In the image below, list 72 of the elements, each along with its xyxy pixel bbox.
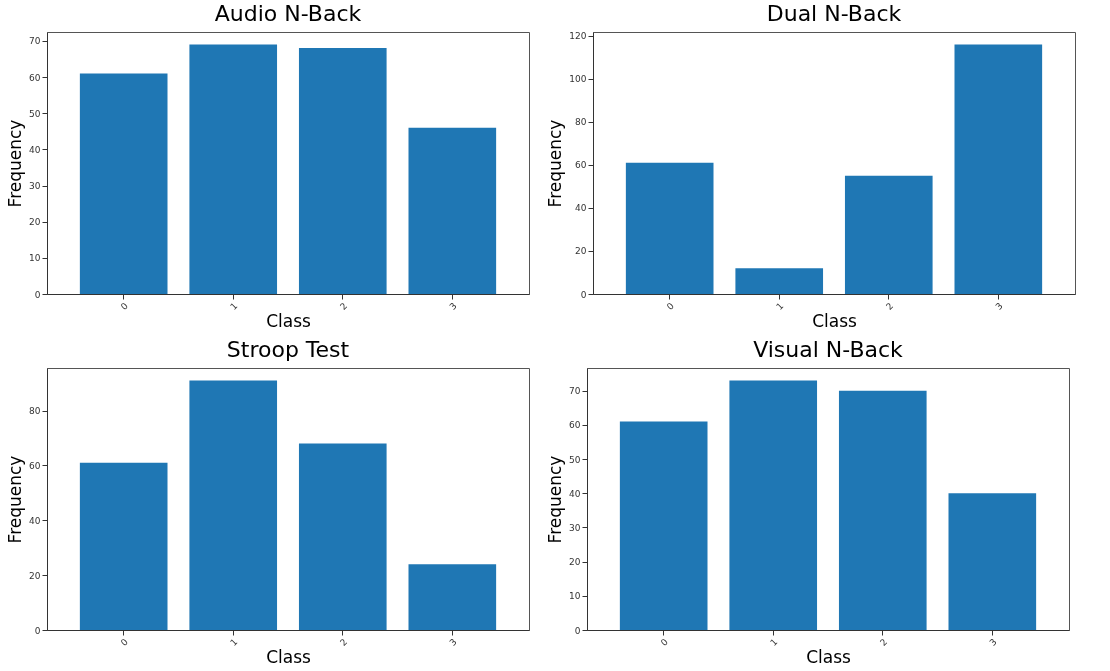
x-tick-label: 3 <box>447 636 459 648</box>
y-tick-label: 100 <box>569 74 587 85</box>
y-tick-label: 20 <box>29 217 41 228</box>
y-tick-label: 80 <box>29 406 41 417</box>
y-tick-label: 0 <box>34 625 41 636</box>
x-tick-label: 1 <box>228 636 240 648</box>
x-tick-label: 1 <box>768 636 780 648</box>
x-tick-label: 2 <box>338 636 350 648</box>
chart-title: Dual N-Back <box>766 0 902 26</box>
y-axis-title: Frequency <box>545 119 566 208</box>
bar <box>954 44 1043 294</box>
y-tick-label: 0 <box>34 289 41 300</box>
x-tick-label: 0 <box>658 636 671 648</box>
chart-title: Visual N-Back <box>753 337 904 362</box>
x-axis-title: Class <box>266 646 311 667</box>
x-tick-label: 2 <box>338 300 350 312</box>
y-tick-label: 70 <box>569 386 581 397</box>
bar <box>408 127 497 294</box>
y-axis-title: Frequency <box>5 119 26 208</box>
x-tick-label: 2 <box>884 300 896 312</box>
bar <box>729 380 818 630</box>
bar <box>298 48 387 294</box>
x-tick-label: 0 <box>118 300 131 312</box>
bar <box>735 268 824 294</box>
bar <box>189 380 278 630</box>
bar <box>844 175 933 294</box>
y-tick-label: 0 <box>574 625 581 636</box>
y-tick-label: 40 <box>575 203 587 214</box>
y-tick-label: 20 <box>569 557 581 568</box>
x-axis-title: Class <box>812 310 857 331</box>
y-tick-label: 60 <box>29 72 41 83</box>
bar <box>298 443 387 630</box>
y-axis-title: Frequency <box>5 455 26 544</box>
x-tick-label: 0 <box>118 636 131 648</box>
x-axis-title: Class <box>266 310 311 331</box>
bar <box>79 462 168 630</box>
y-tick-label: 30 <box>29 181 41 192</box>
y-tick-label: 70 <box>29 36 41 47</box>
bar <box>619 421 708 630</box>
y-tick-label: 10 <box>569 591 581 602</box>
chart-title: Audio N-Back <box>214 1 362 26</box>
bar <box>189 44 278 294</box>
x-tick-label: 3 <box>447 300 459 312</box>
y-tick-label: 0 <box>580 289 587 300</box>
y-axis-title: Frequency <box>545 455 566 544</box>
x-tick-label: 1 <box>774 300 786 312</box>
x-tick-label: 1 <box>228 300 240 312</box>
y-tick-label: 60 <box>569 420 581 431</box>
y-tick-label: 30 <box>569 522 581 533</box>
y-tick-label: 120 <box>569 31 587 42</box>
y-tick-label: 10 <box>29 253 41 264</box>
y-tick-label: 80 <box>575 117 587 128</box>
y-tick-label: 50 <box>29 108 41 119</box>
bar <box>79 73 168 294</box>
x-tick-label: 0 <box>664 300 677 312</box>
bar <box>948 493 1037 630</box>
y-tick-label: 40 <box>29 144 41 155</box>
y-tick-label: 20 <box>29 570 41 581</box>
y-tick-label: 50 <box>569 454 581 465</box>
bar <box>625 162 714 294</box>
y-tick-label: 60 <box>29 460 41 471</box>
x-axis-title: Class <box>806 646 851 667</box>
bar <box>408 564 497 630</box>
x-tick-label: 2 <box>878 636 890 648</box>
x-tick-label: 3 <box>987 636 999 648</box>
y-tick-label: 40 <box>569 488 581 499</box>
bar <box>838 390 927 630</box>
y-tick-label: 20 <box>575 246 587 257</box>
chart-title: Stroop Test <box>226 337 350 362</box>
y-tick-label: 40 <box>29 515 41 526</box>
x-tick-label: 3 <box>993 300 1005 312</box>
y-tick-label: 60 <box>575 160 587 171</box>
